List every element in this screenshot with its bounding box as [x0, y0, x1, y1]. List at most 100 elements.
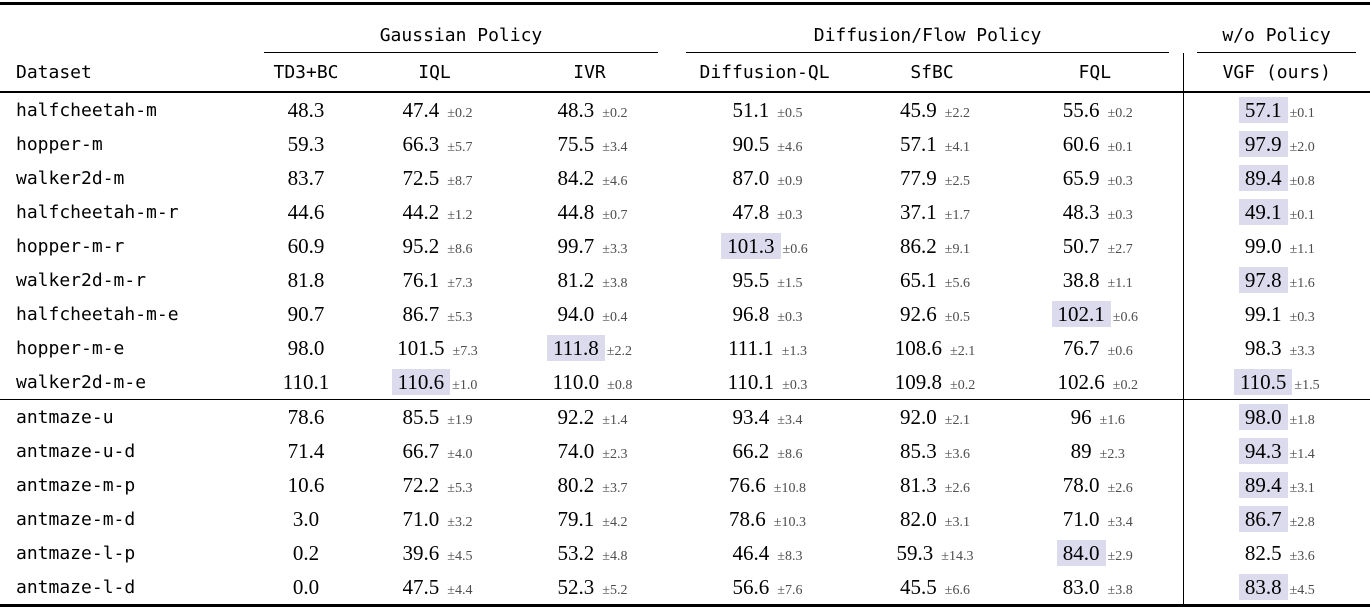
score-cell: 78.6 [250, 399, 362, 434]
score-cell: 72.5 ±8.7 [362, 161, 507, 195]
score-value: 48.3 [1062, 199, 1100, 224]
score-stderr: ±2.8 [1289, 514, 1315, 530]
score-stderr: ±1.4 [602, 412, 628, 428]
dataset-name: antmaze-m-p [16, 474, 136, 496]
score-stderr: ±10.8 [773, 480, 806, 496]
score-stderr: ±0.2 [447, 105, 473, 121]
score-stderr: ±0.8 [607, 377, 633, 393]
score-stderr: ±4.5 [447, 548, 473, 564]
score-cell: 55.6 ±0.2 [1007, 92, 1183, 127]
score-value: 55.6 [1062, 97, 1100, 122]
score-value: 92.6 [900, 301, 937, 326]
score-value-highlighted: 89.4 [1238, 471, 1288, 499]
score-stderr: ±8.3 [777, 548, 803, 564]
score-value: 82.5 [1244, 540, 1282, 565]
score-value: 45.9 [900, 97, 937, 122]
dataset-name: walker2d-m [16, 167, 125, 189]
score-value: 47.8 [732, 199, 770, 224]
score-stderr: ±8.6 [777, 446, 803, 462]
score-stderr: ±0.5 [944, 309, 970, 325]
score-cell: 48.3 ±0.2 [507, 92, 672, 127]
score-stderr: ±0.1 [1107, 139, 1133, 155]
col-header-vgf-ours: VGF (ours) [1182, 53, 1370, 93]
score-cell: 83.7 [250, 161, 362, 195]
score-value: 74.0 [557, 438, 595, 463]
score-value: 66.2 [732, 438, 770, 463]
score-cell: 85.3 ±3.6 [857, 434, 1007, 468]
col-header-sfbc: SfBC [857, 53, 1008, 93]
score-cell: 59.3 ±14.3 [857, 536, 1007, 570]
dataset-name: antmaze-m-d [16, 508, 136, 530]
score-cell: 98.3 ±3.3 [1182, 331, 1370, 365]
score-stderr: ±3.1 [1289, 480, 1315, 496]
table-row: walker2d-m 83.7 72.5 ±8.7 84.2 ±4.6 87.0 ±0.9 77… [0, 161, 1370, 195]
score-value-highlighted: 102.1 [1051, 300, 1111, 328]
score-cell: 87.0 ±0.9 [672, 161, 857, 195]
score-stderr: ±4.0 [447, 446, 473, 462]
score-stderr: ±4.4 [447, 582, 473, 598]
score-stderr: ±3.2 [447, 514, 473, 530]
score-stderr: ±0.2 [1107, 105, 1133, 121]
table-row: halfcheetah-m 48.3 47.4 ±0.2 48.3 ±0.2 51.1 ±0.… [0, 92, 1370, 127]
score-value: 3.0 [292, 506, 320, 531]
score-cell: 86.7 ±5.3 [362, 297, 507, 331]
col-header-ivr: IVR [507, 53, 673, 93]
score-stderr: ±6.6 [944, 582, 970, 598]
score-stderr: ±14.3 [941, 548, 974, 564]
group-header-diffusion-flow-policy: Diffusion/Flow Policy [672, 4, 1183, 53]
table-row: halfcheetah-m-r 44.6 44.2 ±1.2 44.8 ±0.7 47.8 ±… [0, 195, 1370, 229]
score-value: 71.0 [1062, 506, 1100, 531]
score-value: 78.0 [1062, 472, 1100, 497]
score-cell: 53.2 ±4.8 [507, 536, 672, 570]
score-cell: 47.4 ±0.2 [362, 92, 507, 127]
score-stderr: ±4.1 [944, 139, 970, 155]
score-stderr: ±1.4 [1289, 446, 1315, 462]
score-stderr: ±3.3 [602, 241, 628, 257]
score-cell: 37.1 ±1.7 [857, 195, 1007, 229]
score-stderr: ±7.3 [447, 275, 473, 291]
score-stderr: ±3.7 [602, 480, 628, 496]
score-value: 44.8 [557, 199, 595, 224]
score-cell: 92.6 ±0.5 [857, 297, 1007, 331]
score-cell: 10.6 [250, 468, 362, 502]
score-cell: 98.0 ±1.8 [1182, 399, 1370, 434]
score-cell: 92.2 ±1.4 [507, 399, 673, 434]
dataset-name: hopper-m [16, 133, 103, 155]
score-value: 71.0 [402, 506, 440, 531]
score-value: 78.6 [729, 506, 766, 531]
score-cell: 65.1 ±5.6 [857, 263, 1007, 297]
score-stderr: ±1.3 [781, 343, 807, 359]
score-value: 71.4 [287, 438, 325, 463]
score-value: 59.3 [287, 131, 325, 156]
score-stderr: ±0.3 [1107, 207, 1133, 223]
score-cell: 84.0 ±2.9 [1007, 536, 1183, 570]
score-value: 72.5 [402, 165, 440, 190]
score-cell: 56.6 ±7.6 [672, 570, 857, 606]
score-cell: 86.7 ±2.8 [1182, 502, 1370, 536]
score-stderr: ±4.5 [1289, 582, 1315, 598]
dataset-name: walker2d-m-e [16, 371, 147, 393]
score-cell: 66.2 ±8.6 [672, 434, 857, 468]
score-cell: 89.4 ±0.8 [1182, 161, 1370, 195]
score-value: 65.9 [1062, 165, 1100, 190]
score-cell: 101.5 ±7.3 [362, 331, 507, 365]
dataset-name: antmaze-u-d [16, 440, 136, 462]
score-stderr: ±4.6 [777, 139, 803, 155]
score-stderr: ±4.2 [602, 514, 628, 530]
score-value: 96 [1070, 404, 1092, 429]
score-cell: 110.0 ±0.8 [507, 365, 672, 400]
score-stderr: ±2.6 [1107, 480, 1133, 496]
score-cell: 50.7 ±2.7 [1007, 229, 1183, 263]
score-value: 99.0 [1244, 233, 1282, 258]
score-value: 38.8 [1062, 267, 1100, 292]
score-stderr: ±3.4 [1107, 514, 1133, 530]
score-stderr: ±2.5 [944, 173, 970, 189]
score-stderr: ±1.7 [944, 207, 970, 223]
score-value: 98.0 [287, 335, 325, 360]
group-header-row: Gaussian Policy Diffusion/Flow Policy w/… [0, 4, 1370, 53]
score-cell: 81.2 ±3.8 [507, 263, 672, 297]
score-cell: 90.7 [250, 297, 362, 331]
wo-policy-cmidrule: w/o Policy [1197, 25, 1357, 53]
score-cell: 71.0 ±3.2 [362, 502, 507, 536]
